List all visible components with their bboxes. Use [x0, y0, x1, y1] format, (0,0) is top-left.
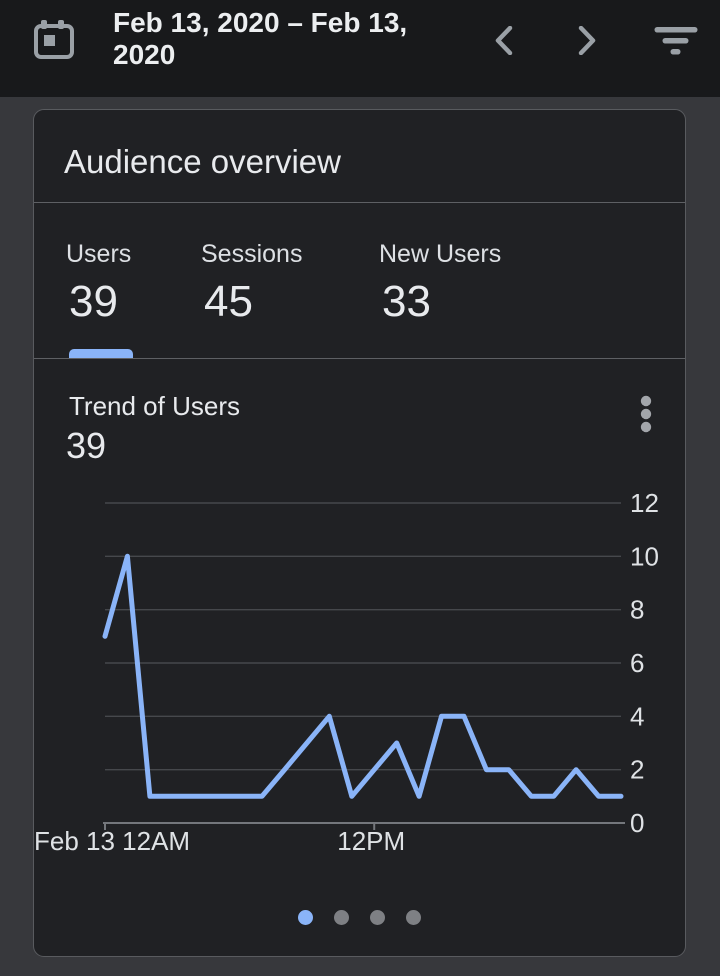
svg-text:12: 12: [630, 488, 659, 518]
card-title: Audience overview: [64, 143, 341, 180]
metric-value: 45: [204, 277, 253, 326]
pagination-dots: [34, 910, 685, 925]
page-dot-4[interactable]: [406, 910, 421, 925]
svg-text:2: 2: [630, 755, 644, 785]
divider: [34, 202, 685, 203]
metric-tab-sessions[interactable]: Sessions 45: [201, 240, 351, 358]
metric-label: New Users: [379, 240, 502, 268]
users-trend-line-chart: 0 2 4 6 8 10 12 Feb 13 12AM 12PM: [34, 488, 659, 856]
next-period-button[interactable]: [566, 20, 608, 64]
audience-overview-card: Audience overview Users 39 Sessions 45 N…: [33, 109, 686, 957]
metric-value: 33: [382, 277, 431, 326]
page-dot-3[interactable]: [370, 910, 385, 925]
svg-text:Feb 13 12AM: Feb 13 12AM: [34, 826, 190, 856]
svg-text:8: 8: [630, 595, 644, 625]
metric-tab-new-users[interactable]: New Users 33: [379, 240, 529, 358]
date-range-text[interactable]: Feb 13, 2020 – Feb 13, 2020: [113, 7, 408, 70]
metric-tab-users[interactable]: Users 39: [66, 240, 216, 358]
trend-chart-value: 39: [66, 425, 107, 466]
chevron-left-icon: [493, 25, 515, 58]
selected-metric-indicator: [69, 349, 133, 358]
page-dot-2[interactable]: [334, 910, 349, 925]
calendar-icon: [33, 19, 75, 62]
svg-text:12PM: 12PM: [337, 826, 405, 856]
metric-value: 39: [69, 277, 118, 326]
divider: [34, 358, 685, 359]
page-dot-1[interactable]: [298, 910, 313, 925]
trend-chart-title: Trend of Users: [69, 391, 240, 421]
filter-funnel-icon: [654, 26, 698, 58]
metric-label: Sessions: [201, 240, 303, 268]
kebab-menu-icon: [639, 395, 653, 438]
chevron-right-icon: [576, 25, 598, 58]
svg-text:6: 6: [630, 648, 644, 678]
date-range-button[interactable]: [31, 17, 77, 63]
previous-period-button[interactable]: [483, 20, 525, 64]
chart-options-button[interactable]: [628, 390, 664, 442]
svg-text:4: 4: [630, 701, 644, 731]
app-bar: Feb 13, 2020 – Feb 13, 2020: [0, 0, 720, 97]
filter-button[interactable]: [648, 20, 704, 64]
svg-text:10: 10: [630, 541, 659, 571]
svg-text:0: 0: [630, 808, 644, 838]
metric-label: Users: [66, 240, 132, 268]
